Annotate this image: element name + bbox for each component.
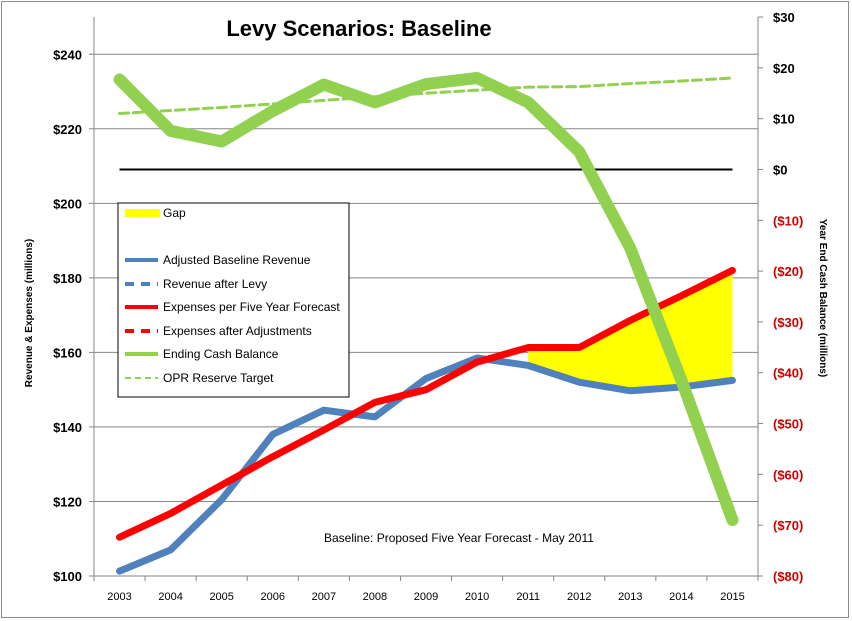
right-tick-label: $30 [773, 10, 795, 25]
series-layer [113, 71, 739, 575]
legend-label-expenses-per-five-year-forecast: Expenses per Five Year Forecast [163, 300, 340, 314]
x-tick-label: 2008 [363, 591, 387, 603]
right-tick-label: ($20) [773, 264, 803, 279]
x-tick-label: 2010 [465, 591, 489, 603]
right-axis-title: Year End Cash Balance (millions) [817, 219, 828, 377]
right-tick-label: ($70) [773, 518, 803, 533]
x-tick-label: 2011 [516, 591, 540, 603]
right-tick-label: ($10) [773, 213, 803, 228]
right-tick-label: ($30) [773, 315, 803, 330]
x-tick-label: 2003 [107, 591, 131, 603]
chart-annotation: Baseline: Proposed Five Year Forecast - … [324, 531, 594, 545]
left-tick-label: $180 [53, 271, 82, 286]
right-tick-label: $0 [773, 162, 787, 177]
right-tick-label: ($60) [773, 467, 803, 482]
legend-label-opr-reserve-target: OPR Reserve Target [163, 371, 274, 385]
left-tick-label: $140 [53, 420, 82, 435]
legend-label-gap: Gap [163, 206, 186, 220]
x-tick-label: 2004 [158, 591, 182, 603]
right-tick-label: ($50) [773, 417, 803, 432]
left-axis-title: Revenue & Expenses (millions) [24, 239, 35, 387]
left-tick-label: $100 [53, 569, 82, 584]
legend-box [117, 202, 350, 398]
gap-area-layer [528, 270, 733, 391]
x-tick-label: 2014 [669, 591, 693, 603]
right-tick-label: ($40) [773, 366, 803, 381]
left-tick-label: $240 [53, 47, 82, 62]
left-tick-label: $160 [53, 345, 82, 360]
x-tick-label: 2005 [209, 591, 233, 603]
gap-area [528, 270, 733, 391]
x-tick-label: 2007 [312, 591, 336, 603]
legend-label-expenses-after-adjustments: Expenses after Adjustments [163, 324, 312, 338]
right-tick-label: $10 [773, 112, 795, 127]
legend-label-adjusted-baseline-revenue: Adjusted Baseline Revenue [163, 253, 311, 267]
legend-swatch-gap [125, 209, 160, 217]
x-tick-label: 2006 [261, 591, 285, 603]
left-tick-label: $120 [53, 494, 82, 509]
legend-label-revenue-after-levy: Revenue after Levy [163, 277, 267, 291]
x-tick-label: 2015 [720, 591, 744, 603]
right-tick-label: $20 [773, 61, 795, 76]
x-tick-label: 2009 [414, 591, 438, 603]
left-tick-label: $200 [53, 196, 82, 211]
chart-title: Levy Scenarios: Baseline [226, 16, 491, 41]
x-tick-label: 2012 [567, 591, 591, 603]
left-tick-label: $220 [53, 122, 82, 137]
legend-label-ending-cash-balance: Ending Cash Balance [163, 347, 279, 361]
axes: $100 $120 $140 $160 $180 $200 $220 $240 ($80) ($7… [53, 10, 803, 603]
x-tick-label: 2013 [618, 591, 642, 603]
legend: Gap Adjusted Baseline Revenue Revenue afte… [117, 202, 350, 398]
right-tick-label: ($80) [773, 569, 803, 584]
